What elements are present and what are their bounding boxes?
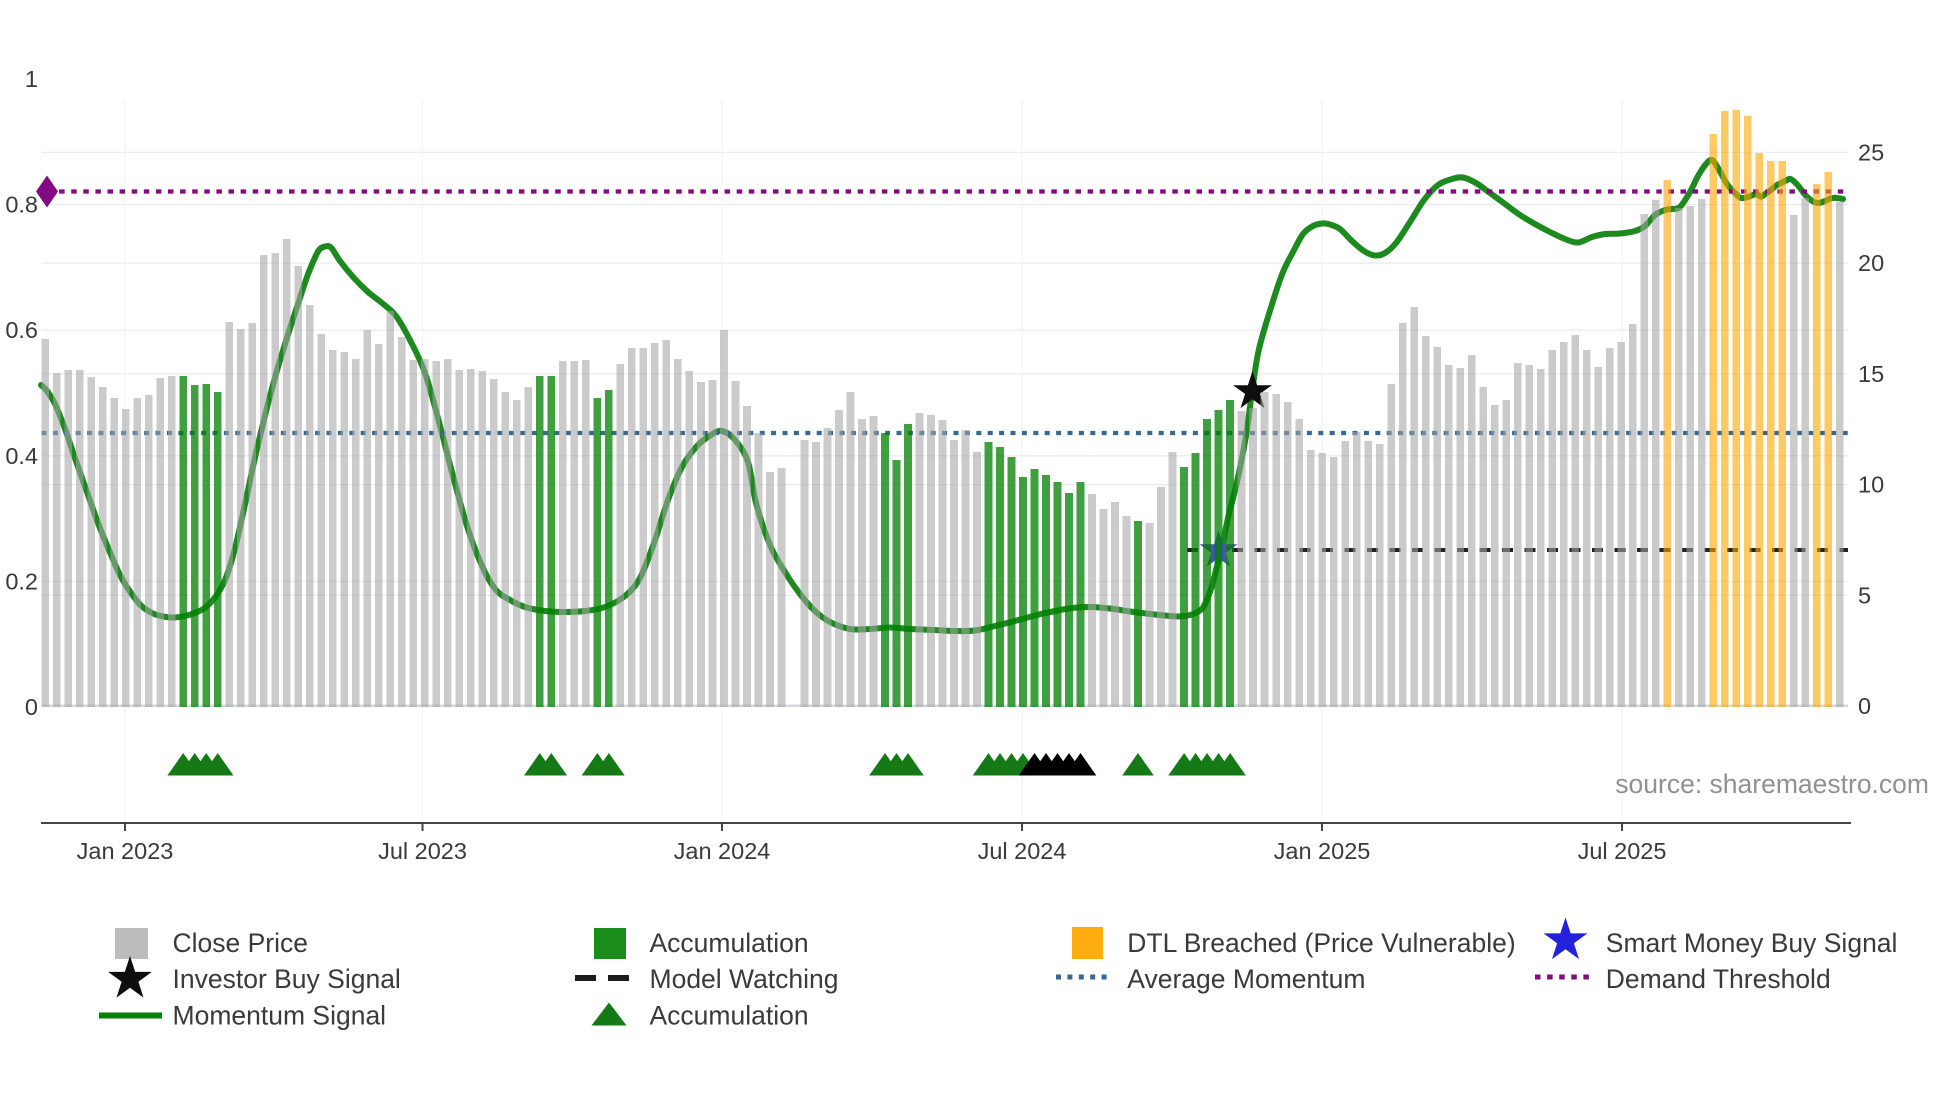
svg-text:0: 0 — [25, 694, 38, 720]
svg-text:Investor Buy Signal: Investor Buy Signal — [173, 964, 401, 994]
svg-text:0.8: 0.8 — [5, 192, 38, 218]
svg-text:Close Price: Close Price — [173, 928, 309, 958]
svg-text:5: 5 — [1858, 582, 1871, 608]
svg-text:Accumulation: Accumulation — [650, 928, 809, 958]
svg-text:Jan 2025: Jan 2025 — [1274, 838, 1371, 864]
svg-text:0: 0 — [1858, 693, 1871, 719]
svg-text:20: 20 — [1858, 250, 1884, 276]
svg-text:Jan 2023: Jan 2023 — [77, 838, 174, 864]
svg-text:Momentum Signal: Momentum Signal — [173, 1001, 387, 1031]
svg-text:Smart Money Buy Signal: Smart Money Buy Signal — [1606, 928, 1898, 958]
svg-text:0.2: 0.2 — [5, 568, 38, 594]
svg-text:15: 15 — [1858, 361, 1884, 387]
svg-text:Average Momentum: Average Momentum — [1127, 964, 1365, 994]
svg-text:Jan 2024: Jan 2024 — [674, 838, 771, 864]
svg-text:Accumulation: Accumulation — [650, 1001, 809, 1031]
svg-text:25: 25 — [1858, 139, 1884, 165]
svg-text:Model Watching: Model Watching — [650, 964, 839, 994]
svg-text:0.6: 0.6 — [5, 317, 38, 343]
svg-text:10: 10 — [1858, 472, 1884, 498]
svg-text:Demand Threshold: Demand Threshold — [1606, 964, 1831, 994]
svg-text:DTL Breached (Price Vulnerable: DTL Breached (Price Vulnerable) — [1127, 928, 1515, 958]
svg-text:1: 1 — [25, 66, 38, 92]
svg-text:Jul 2025: Jul 2025 — [1578, 838, 1667, 864]
svg-text:Jul 2023: Jul 2023 — [378, 838, 467, 864]
svg-text:Jul 2024: Jul 2024 — [978, 838, 1067, 864]
svg-text:0.4: 0.4 — [5, 443, 38, 469]
svg-text:source: sharemaestro.com: source: sharemaestro.com — [1615, 769, 1929, 799]
